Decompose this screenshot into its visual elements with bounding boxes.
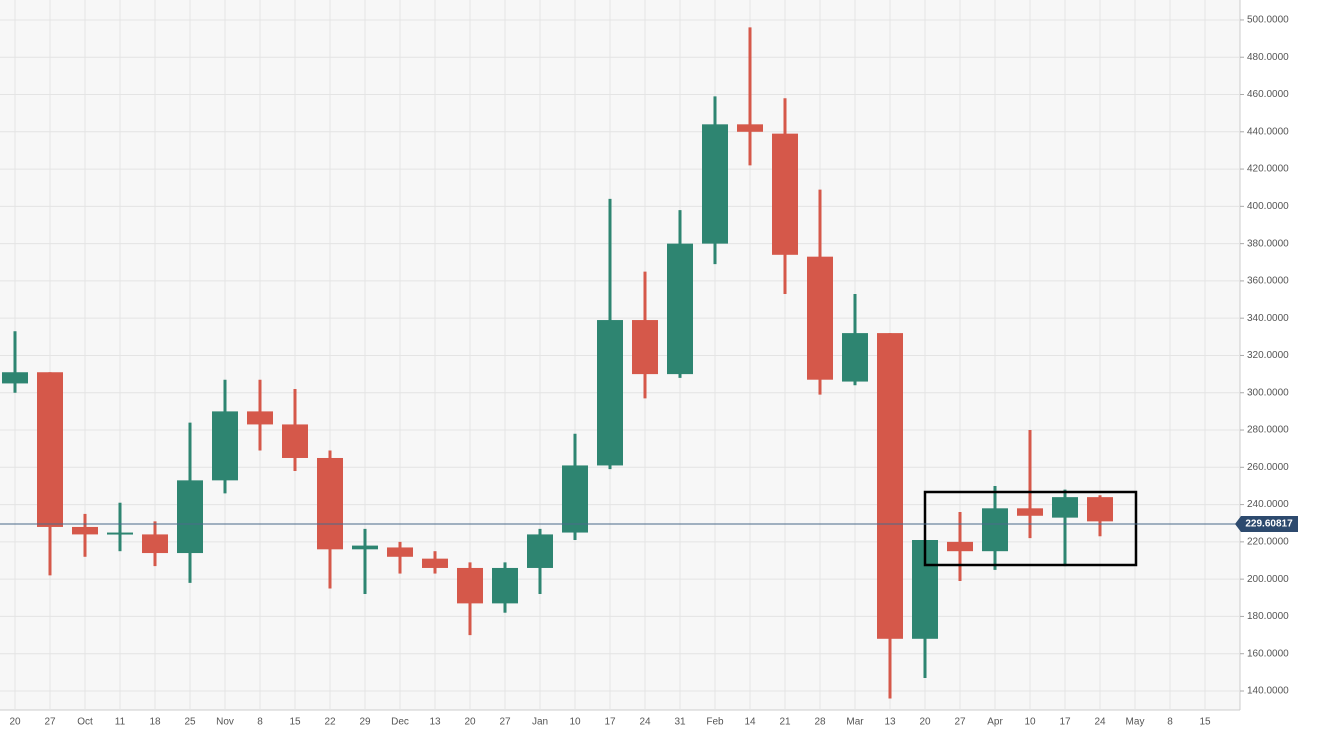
candle-body (37, 372, 63, 527)
y-tick-label: 420.0000 (1247, 164, 1289, 175)
x-tick-label: 17 (604, 717, 616, 728)
candle-body (492, 567, 518, 604)
x-tick-label: 10 (569, 717, 581, 728)
candle-body (527, 534, 553, 568)
candle-body (1017, 508, 1043, 516)
candle-body (72, 526, 98, 535)
last-price-tag (1235, 515, 1298, 532)
x-tick-label: 14 (744, 717, 756, 728)
y-tick-label: 180.0000 (1247, 611, 1289, 622)
candle-body (842, 333, 868, 382)
y-tick-label: 240.0000 (1247, 499, 1289, 510)
x-tick-label: 22 (324, 717, 336, 728)
y-tick-label: 160.0000 (1247, 648, 1289, 659)
y-tick-label: 440.0000 (1247, 126, 1289, 137)
x-tick-label: 18 (149, 717, 161, 728)
candle-body (947, 541, 973, 552)
y-tick-label: 320.0000 (1247, 350, 1289, 361)
x-tick-label: 29 (359, 717, 371, 728)
candle-body (1052, 497, 1078, 518)
y-tick-label: 460.0000 (1247, 89, 1289, 100)
candle-body (737, 124, 763, 132)
candle-body (562, 465, 588, 533)
x-tick-label: 8 (1167, 717, 1173, 728)
y-tick-label: 500.0000 (1247, 15, 1289, 26)
x-tick-label: 13 (429, 717, 441, 728)
x-tick-label: 15 (1199, 717, 1211, 728)
x-tick-label: 27 (44, 717, 56, 728)
y-tick-label: 220.0000 (1247, 537, 1289, 548)
candle-body (352, 545, 378, 550)
candle-body (177, 480, 203, 554)
candle-body (212, 411, 238, 481)
x-tick-label: 27 (499, 717, 511, 728)
y-tick-label: 380.0000 (1247, 238, 1289, 249)
y-tick-label: 480.0000 (1247, 52, 1289, 63)
x-tick-label: 8 (257, 717, 263, 728)
x-tick-label: 27 (954, 717, 966, 728)
highlight-box (923, 490, 1138, 567)
candles (2, 27, 1113, 699)
candle-body (982, 508, 1008, 552)
x-tick-label: 25 (184, 717, 196, 728)
x-tick-label: Dec (391, 717, 409, 728)
x-tick-label: 17 (1059, 717, 1071, 728)
candle-body (2, 372, 28, 384)
y-tick-label: 340.0000 (1247, 313, 1289, 324)
candle-body (667, 243, 693, 375)
candle-body (1087, 497, 1113, 522)
candle-body (702, 124, 728, 244)
x-tick-label: Oct (77, 717, 93, 728)
y-tick-label: 300.0000 (1247, 387, 1289, 398)
x-tick-label: 31 (674, 717, 686, 728)
candle-body (632, 320, 658, 375)
x-tick-label: 11 (115, 717, 126, 728)
x-tick-label: 28 (814, 717, 826, 728)
x-tick-label: Feb (706, 717, 724, 728)
candle-body (807, 256, 833, 380)
candle-body (247, 411, 273, 425)
x-tick-label: 20 (464, 717, 476, 728)
x-tick-label: 24 (639, 717, 651, 728)
y-tick-label: 400.0000 (1247, 201, 1289, 212)
candle-body (457, 567, 483, 604)
candle-body (877, 333, 903, 639)
candle-body (387, 547, 413, 557)
y-tick-label: 260.0000 (1247, 462, 1289, 473)
x-tick-label: 24 (1094, 717, 1106, 728)
candle-body (597, 320, 623, 466)
x-tick-label: 15 (289, 717, 301, 728)
candle-body (107, 532, 133, 535)
x-tick-label: Mar (846, 717, 864, 728)
candle-body (282, 424, 308, 458)
y-tick-label: 360.0000 (1247, 276, 1289, 287)
last-price-label: 229.60817 (1245, 519, 1293, 530)
y-tick-label: 200.0000 (1247, 574, 1289, 585)
candle-body (422, 558, 448, 568)
candle-body (772, 133, 798, 255)
x-tick-label: May (1126, 717, 1145, 728)
x-tick-label: 20 (9, 717, 21, 728)
candle-body (317, 457, 343, 550)
x-tick-label: Jan (532, 717, 548, 728)
y-tick-label: 280.0000 (1247, 425, 1289, 436)
x-tick-label: 10 (1024, 717, 1036, 728)
x-tick-label: 20 (919, 717, 931, 728)
x-tick-label: 21 (779, 717, 791, 728)
candle-body (142, 534, 168, 554)
x-tick-label: 13 (884, 717, 896, 728)
x-tick-label: Apr (987, 717, 1003, 728)
y-tick-label: 140.0000 (1247, 686, 1289, 697)
x-tick-label: Nov (216, 717, 234, 728)
